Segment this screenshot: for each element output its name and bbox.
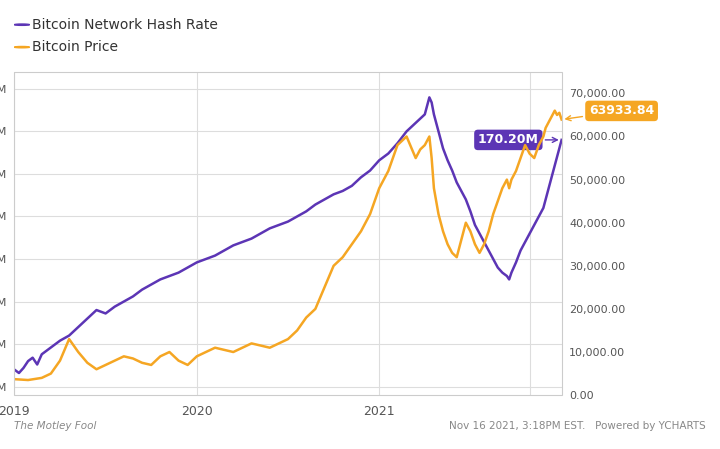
Text: Bitcoin Price: Bitcoin Price	[32, 40, 118, 54]
Text: 63933.84: 63933.84	[566, 105, 654, 121]
Text: The Motley Fool: The Motley Fool	[14, 421, 96, 431]
Text: Nov 16 2021, 3:18PM EST.   Powered by YCHARTS: Nov 16 2021, 3:18PM EST. Powered by YCHA…	[449, 421, 706, 431]
Circle shape	[14, 24, 30, 26]
Text: Bitcoin Network Hash Rate: Bitcoin Network Hash Rate	[32, 18, 218, 32]
Text: 170.20M: 170.20M	[478, 133, 557, 146]
Circle shape	[14, 47, 30, 48]
